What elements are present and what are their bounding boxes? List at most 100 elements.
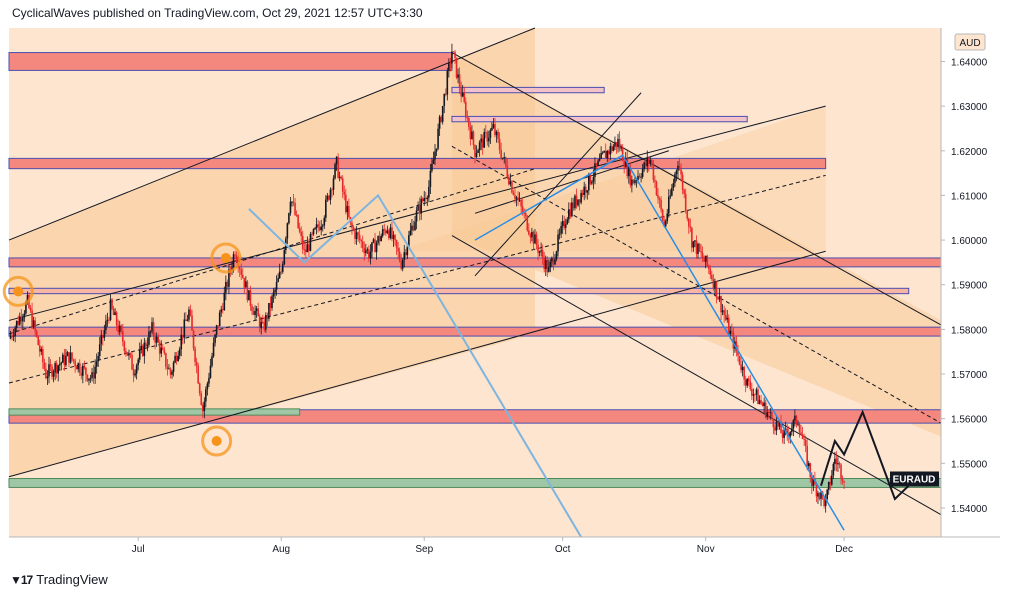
candle-body-229 <box>361 241 364 248</box>
candle-body-482 <box>751 389 753 396</box>
candle-body-5 <box>17 320 20 325</box>
y-tick-label-3: 1.61000 <box>951 191 988 202</box>
candle-body-2 <box>12 335 15 337</box>
candle-body-359 <box>561 221 564 226</box>
candle-body-524 <box>815 484 818 497</box>
candle-body-438 <box>683 190 685 194</box>
tradingview-footer[interactable]: ▼17 TradingView <box>10 572 108 587</box>
candle-body-199 <box>315 224 318 228</box>
candle-body-292 <box>458 74 461 89</box>
candle-body-223 <box>352 227 355 231</box>
candle-body-273 <box>429 170 432 187</box>
candle-body-310 <box>486 132 489 142</box>
candle-body-392 <box>612 146 615 151</box>
candle-body-166 <box>265 315 267 330</box>
candle-body-328 <box>514 195 516 199</box>
small-channel-top <box>474 150 669 214</box>
candle-body-536 <box>834 458 836 464</box>
candle-body-130 <box>209 365 212 378</box>
candle-body-7 <box>20 316 23 322</box>
candle-body-274 <box>431 163 433 171</box>
candle-body-52 <box>89 377 92 379</box>
candle-body-239 <box>377 236 379 243</box>
candle-body-493 <box>767 412 770 414</box>
candle-body-187 <box>297 214 299 228</box>
falling-channel-mid <box>451 145 942 424</box>
candle-body-455 <box>709 268 712 275</box>
candle-body-38 <box>68 352 70 363</box>
candle-body-238 <box>375 242 378 253</box>
candle-body-167 <box>266 315 269 319</box>
candle-body-521 <box>811 477 813 486</box>
candle-body-242 <box>381 229 384 236</box>
candle-body-304 <box>477 150 479 153</box>
candle-body-120 <box>194 348 196 363</box>
candle-body-369 <box>577 199 579 206</box>
candle-body-450 <box>701 252 704 259</box>
candle-body-70 <box>117 325 119 333</box>
candle-body-410 <box>640 176 642 178</box>
upper-channel-fill <box>396 106 826 252</box>
candle-body-59 <box>100 335 103 345</box>
candle-body-205 <box>325 199 327 218</box>
candle-body-155 <box>248 290 250 301</box>
candle-body-533 <box>829 481 832 485</box>
candle-body-92 <box>151 322 153 332</box>
candle-body-375 <box>586 190 589 193</box>
candle-body-394 <box>615 142 618 148</box>
candle-body-467 <box>727 317 730 335</box>
candle-body-352 <box>551 257 553 262</box>
candle-body-520 <box>809 463 812 478</box>
candle-body-512 <box>797 423 799 425</box>
candle-body-133 <box>214 334 216 343</box>
candle-body-477 <box>743 367 745 380</box>
candle-body-326 <box>511 181 513 193</box>
candle-body-485 <box>755 389 758 395</box>
candle-body-411 <box>641 168 644 177</box>
candle-body-262 <box>412 225 415 231</box>
candle-body-272 <box>428 186 430 198</box>
candle-body-83 <box>137 359 139 366</box>
zone-1 <box>451 86 605 94</box>
candle-body-443 <box>691 227 693 248</box>
candle-body-320 <box>501 157 504 159</box>
candle-body-128 <box>206 383 209 390</box>
candle-body-265 <box>417 204 419 211</box>
candle-body-396 <box>618 138 621 149</box>
candle-body-461 <box>718 296 721 300</box>
candle-body-395 <box>617 138 619 148</box>
candle-body-208 <box>329 189 332 200</box>
candle-body-473 <box>737 351 739 356</box>
candle-body-457 <box>712 279 715 289</box>
candle-body-89 <box>146 344 149 347</box>
candle-body-436 <box>680 169 682 175</box>
candle-body-488 <box>760 400 762 404</box>
candle-body-472 <box>735 341 738 352</box>
candle-body-203 <box>321 225 324 227</box>
candle-body-150 <box>240 269 243 275</box>
blue-projection-late <box>474 154 845 531</box>
candle-body-446 <box>695 240 698 254</box>
currency-badge <box>954 33 986 51</box>
candle-body-319 <box>500 149 502 159</box>
candle-body-287 <box>451 51 453 64</box>
candle-body-468 <box>729 330 732 335</box>
candle-body-58 <box>98 344 101 357</box>
candle-body-78 <box>129 353 132 355</box>
candle-body-80 <box>132 369 135 376</box>
candle-body-48 <box>83 365 86 368</box>
candle-body-330 <box>517 197 519 200</box>
candle-body-280 <box>440 116 442 122</box>
candle-body-183 <box>291 201 293 203</box>
candle-body-186 <box>295 214 298 216</box>
orange-target-marker-2 <box>201 425 233 457</box>
candle-body-267 <box>420 198 422 214</box>
candle-body-511 <box>795 415 798 425</box>
candle-body-34 <box>62 354 64 363</box>
candle-body-17 <box>35 330 38 336</box>
candle-body-315 <box>494 124 496 136</box>
candle-body-37 <box>66 352 69 357</box>
candle-body-447 <box>697 243 699 254</box>
candle-body-427 <box>666 213 669 222</box>
